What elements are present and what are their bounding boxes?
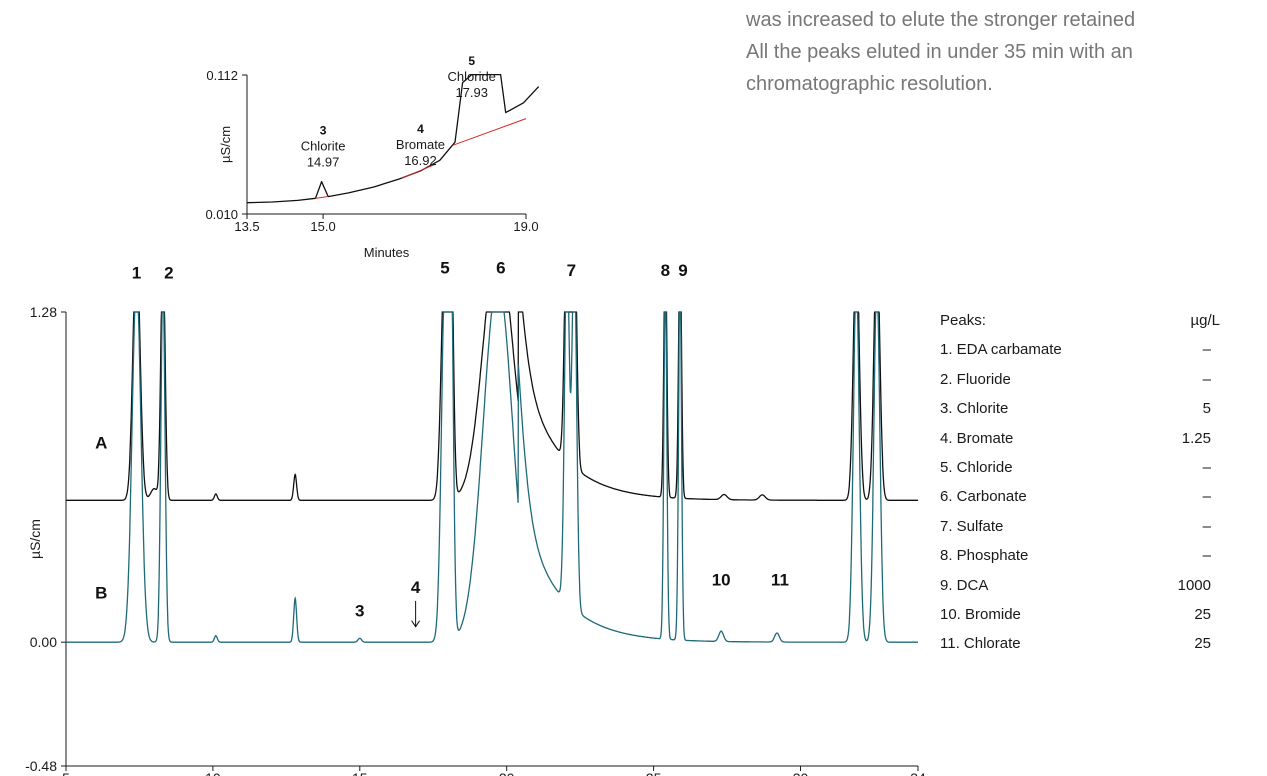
x-tick-label: 30 [793,770,809,776]
inset-peak-rt: 16.92 [404,153,437,168]
inset-peak-number: 3 [320,123,327,137]
legend-item-name: 6. Carbonate [940,488,1027,506]
inset-peak-name: Chlorite [301,138,346,153]
legend-item: 8. Phosphate – [940,547,1267,576]
x-tick-label: 10 [205,770,221,776]
peak-number-label: 4 [411,578,421,597]
legend-item-name: 2. Fluoride [940,370,1011,388]
inset-y-axis-title: µS/cm [218,126,233,163]
y-axis-title: µS/cm [27,519,43,559]
chromatogram-trace-a [66,311,918,501]
peak-number-label: 3 [355,601,364,620]
peak-number-label: 10 [712,570,731,589]
body-text-line: was increased to elute the stronger reta… [746,9,1136,31]
inset-baseline [315,196,329,199]
legend-item-value: – [1202,547,1211,565]
legend-item-value: 25 [1194,605,1211,623]
inset-peak-number: 5 [468,54,475,68]
peak-number-label: 5 [440,258,449,277]
legend-item: 2. Fluoride – [940,371,1267,400]
inset-baseline [452,118,527,146]
inset-peak-number: 4 [417,122,424,136]
inset-baseline [401,164,435,179]
legend-item: 5. Chloride – [940,459,1267,488]
y-tick-label: -0.48 [25,758,57,774]
legend-item-name: 7. Sulfate [940,517,1004,535]
y-tick-label: 1.28 [30,304,57,320]
x-tick-label: 15 [352,770,368,776]
legend-item: 10. Bromide 25 [940,606,1267,635]
legend-item-name: 3. Chlorite [940,400,1009,418]
legend-item-name: 11. Chlorate [940,635,1021,653]
legend-item-value: – [1202,458,1211,476]
body-text-line: All the peaks eluted in under 35 min wit… [746,41,1133,63]
legend-item: 1. EDA carbamate – [940,341,1267,370]
inset-x-tick-label: 19.0 [513,219,538,234]
legend-item-name: 8. Phosphate [940,547,1029,565]
legend-item: 3. Chlorite 5 [940,400,1267,429]
peak-number-label: 11 [771,570,789,589]
legend-header-label: Peaks: [940,312,986,329]
legend-item-value: 1.25 [1181,429,1211,447]
peak-number-label: 9 [678,261,687,280]
body-text-line: chromatographic resolution. [746,73,993,95]
legend-item-value: 5 [1202,400,1211,418]
legend-item-name: 5. Chloride [940,458,1013,476]
legend-item-value: – [1202,341,1211,359]
legend-item: 6. Carbonate – [940,488,1267,517]
x-tick-label: 25 [646,770,662,776]
peak-number-label: 6 [496,258,505,277]
legend-item: 11. Chlorate 25 [940,635,1267,664]
legend-header-unit: µg/L [1190,312,1221,329]
legend-item-value: – [1202,488,1211,506]
peak-number-label: 8 [661,261,670,280]
inset-x-axis-title: Minutes [364,245,410,260]
legend-item-name: 9. DCA [940,576,989,594]
inset-peak-name: Bromate [396,137,445,152]
peak-number-label: 1 [132,263,141,282]
legend-item-name: 1. EDA carbamate [940,341,1062,359]
legend-item-name: 10. Bromide [940,605,1021,623]
inset-peak-rt: 14.97 [307,154,340,169]
inset-peak-name: Chloride [448,69,496,84]
x-tick-label: 5 [62,770,70,776]
peak-arrow-head [411,620,421,628]
legend-item: 7. Sulfate – [940,518,1267,547]
legend-item-value: – [1202,517,1211,535]
x-tick-label: 34 [910,770,926,776]
peak-number-label: 2 [164,263,173,282]
legend-item-value: 25 [1194,635,1211,653]
x-tick-label: 20 [499,770,515,776]
inset-x-tick-label: 13.5 [234,219,259,234]
legend-items: 1. EDA carbamate – 2. Fluoride – 3. Chlorite… [940,341,1267,664]
peak-number-label: 7 [567,261,576,280]
body-text: was increased to elute the stronger reta… [746,4,1267,100]
legend-item: 4. Bromate 1.25 [940,430,1267,459]
trace-label: B [95,583,107,602]
legend-item: 9. DCA 1000 [940,577,1267,606]
inset-y-tick-label: 0.010 [205,207,238,222]
legend-header: Peaks: µg/L [940,312,1267,341]
inset-x-tick-label: 15.0 [310,219,335,234]
peaks-legend: Peaks: µg/L 1. EDA carbamate –2. Fluoride… [940,312,1267,665]
chromatogram-trace-b [66,311,918,643]
inset-peak-rt: 17.93 [455,85,488,100]
legend-item-value: – [1202,370,1211,388]
inset-y-tick-label: 0.112 [206,68,238,83]
trace-label: A [95,434,107,453]
y-tick-label: 0.00 [30,634,57,650]
legend-item-value: 1000 [1177,576,1211,594]
legend-item-name: 4. Bromate [940,429,1014,447]
